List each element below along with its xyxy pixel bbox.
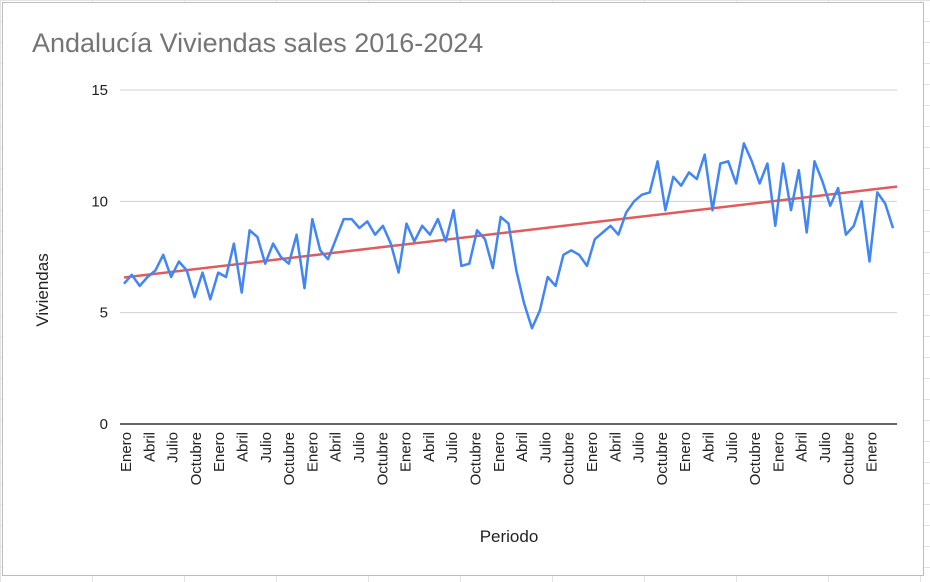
x-tick-label: Abril <box>141 432 158 462</box>
x-tick-label: Abril <box>607 432 624 462</box>
x-tick-label: Octubre <box>374 432 391 485</box>
series-line <box>123 142 895 330</box>
x-tick-label: Enero <box>398 432 415 472</box>
x-tick-label: Abril <box>235 432 252 462</box>
x-tick-label: Enero <box>491 432 508 472</box>
x-tick-label: Enero <box>770 432 787 472</box>
x-tick-label: Abril <box>701 432 718 462</box>
x-tick-label: Enero <box>118 432 135 472</box>
x-axis-title: Periodo <box>480 527 539 546</box>
x-tick-label: Julio <box>444 432 461 463</box>
x-tick-label: Abril <box>328 432 345 462</box>
x-tick-label: Abril <box>421 432 438 462</box>
x-tick-label: Enero <box>304 432 321 472</box>
x-tick-label: Enero <box>211 432 228 472</box>
x-tick-label: Abril <box>514 432 531 462</box>
chart-card[interactable] <box>2 2 924 576</box>
x-tick-label: Julio <box>537 432 554 463</box>
x-tick-label: Julio <box>724 432 741 463</box>
x-tick-label: Julio <box>165 432 182 463</box>
x-tick-label: Enero <box>677 432 694 472</box>
y-axis-title: Viviendas <box>33 253 52 326</box>
y-tick-label: 10 <box>91 193 108 210</box>
x-tick-label: Octubre <box>188 432 205 485</box>
x-tick-label: Enero <box>864 432 881 472</box>
x-tick-label: Julio <box>817 432 834 463</box>
x-tick-label: Julio <box>351 432 368 463</box>
x-tick-label: Octubre <box>468 432 485 485</box>
x-tick-label: Octubre <box>654 432 671 485</box>
x-tick-label: Enero <box>584 432 601 472</box>
x-tick-label: Octubre <box>747 432 764 485</box>
y-tick-label: 0 <box>100 416 108 433</box>
y-axis-ticks: 0 5 10 15 <box>91 82 108 433</box>
x-tick-label: Octubre <box>281 432 298 485</box>
x-tick-label: Octubre <box>561 432 578 485</box>
y-tick-label: 15 <box>91 82 108 99</box>
x-tick-label: Abril <box>794 432 811 462</box>
x-tick-label: Octubre <box>840 432 857 485</box>
x-tick-label: Julio <box>258 432 275 463</box>
x-tick-label: Julio <box>631 432 648 463</box>
chart-title: Andalucía Viviendas sales 2016-2024 <box>32 28 484 58</box>
x-axis-ticks: Enero Abril Julio Octubre Enero Abril Julio Oct… <box>118 432 881 485</box>
y-tick-label: 5 <box>100 305 108 322</box>
